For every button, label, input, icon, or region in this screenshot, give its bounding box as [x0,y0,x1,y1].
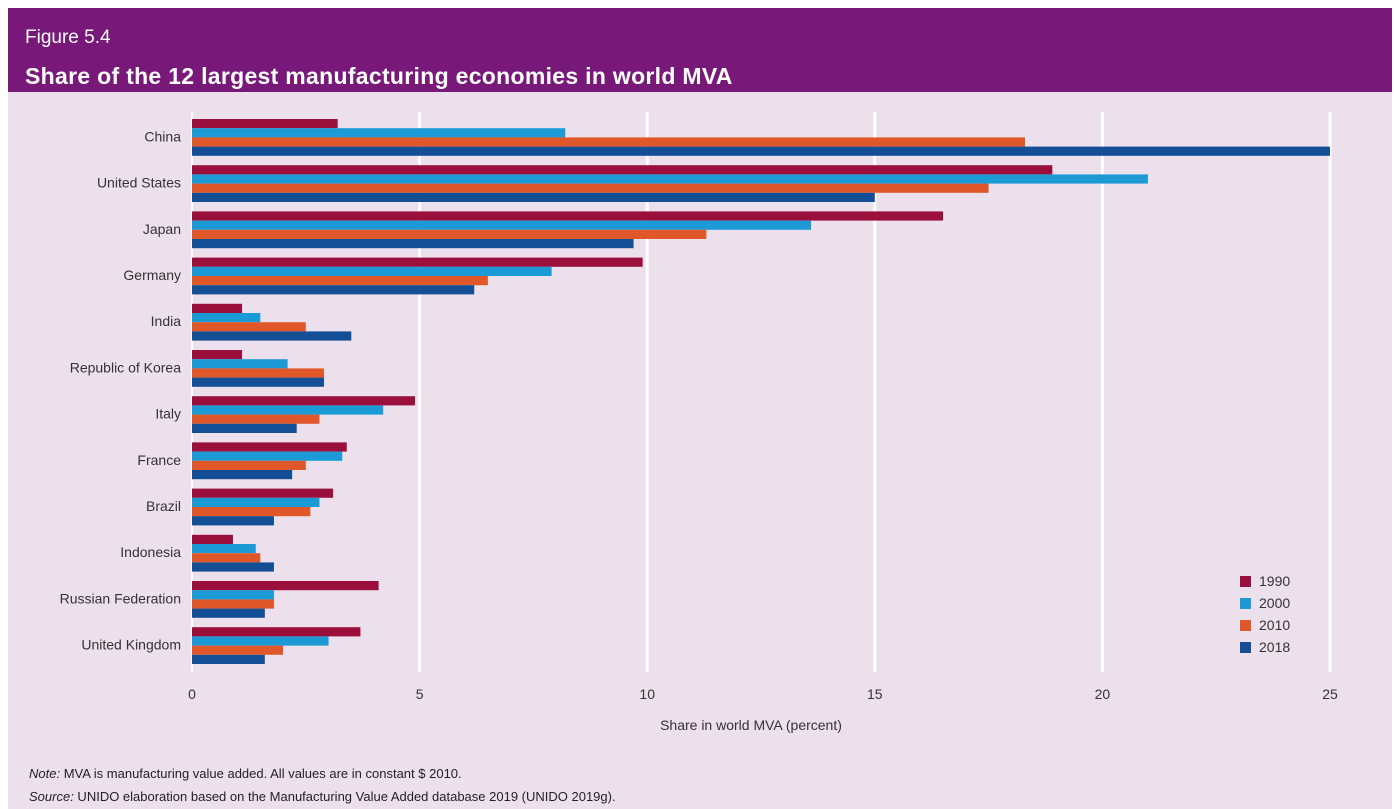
bar-russian-federation-2010 [192,599,274,609]
bar-germany-2010 [192,276,488,286]
legend-label: 2000 [1259,595,1290,611]
bar-united-states-2000 [192,174,1148,184]
category-label: Italy [155,406,181,422]
category-label: United States [97,175,181,191]
note-text: MVA is manufacturing value added. All va… [60,766,462,781]
x-tick-label: 25 [1322,686,1338,702]
category-label: Indonesia [120,544,181,560]
bar-germany-2000 [192,266,552,276]
bar-france-2010 [192,460,306,470]
bar-republic-of-korea-1990 [192,350,243,360]
bar-france-2018 [192,470,293,480]
bar-united-kingdom-2018 [192,654,265,664]
bar-japan-2018 [192,239,634,249]
bar-indonesia-2000 [192,544,256,554]
category-label: Japan [143,221,181,237]
figure-label: Figure 5.4 [25,27,111,48]
legend-swatch [1240,598,1251,609]
category-label: Russian Federation [60,590,181,606]
legend-label: 2018 [1259,639,1290,655]
bar-brazil-2000 [192,497,320,507]
bar-united-states-2018 [192,192,875,202]
x-tick-label: 0 [188,686,196,702]
category-label: Republic of Korea [70,359,182,375]
bar-china-2000 [192,128,566,138]
bar-japan-1990 [192,211,944,221]
source-line: Source: UNIDO elaboration based on the M… [29,789,616,804]
category-label: China [144,128,181,144]
category-label: Brazil [146,498,181,514]
bar-brazil-2010 [192,507,311,517]
category-label: Germany [123,267,181,283]
x-tick-label: 15 [867,686,883,702]
x-tick-label: 10 [639,686,655,702]
bar-france-1990 [192,442,347,452]
legend-label: 1990 [1259,573,1290,589]
figure-header: Figure 5.4 Share of the 12 largest manuf… [8,8,1392,92]
bar-chart: China United States Japan Germany India Repub… [60,112,1338,733]
source-label: Source: [29,789,74,804]
bar-republic-of-korea-2010 [192,368,325,378]
bar-republic-of-korea-2000 [192,359,288,369]
bar-russian-federation-2000 [192,590,274,600]
bar-indonesia-2010 [192,553,261,563]
bar-france-2000 [192,451,343,461]
x-tick-label: 20 [1095,686,1111,702]
bar-china-2018 [192,146,1330,156]
bar-indonesia-2018 [192,562,274,572]
bar-india-2010 [192,322,306,332]
bar-russian-federation-2018 [192,608,265,618]
legend-swatch [1240,576,1251,587]
figure-title: Share of the 12 largest manufacturing ec… [25,63,733,89]
legend-swatch [1240,642,1251,653]
chart-panel: China United States Japan Germany India Repub… [8,92,1392,809]
bar-united-states-1990 [192,165,1053,175]
legend-swatch [1240,620,1251,631]
bar-india-1990 [192,303,243,313]
bar-india-2000 [192,313,261,323]
bar-china-1990 [192,119,338,129]
bar-china-2010 [192,137,1026,147]
category-label: United Kingdom [81,637,181,653]
x-axis-title: Share in world MVA (percent) [660,717,842,733]
bar-italy-1990 [192,396,416,406]
legend-label: 2010 [1259,617,1290,633]
bar-italy-2000 [192,405,384,415]
category-label: France [137,452,181,468]
bar-united-kingdom-2010 [192,645,284,655]
bar-italy-2010 [192,414,320,424]
bar-germany-1990 [192,257,643,267]
bar-germany-2018 [192,285,475,295]
bar-japan-2000 [192,220,812,230]
x-tick-label: 5 [416,686,424,702]
category-label: India [151,313,182,329]
note-line: Note: MVA is manufacturing value added. … [29,766,462,781]
bar-united-kingdom-2000 [192,636,329,646]
bar-italy-2018 [192,423,297,433]
note-label: Note: [29,766,61,781]
bar-republic-of-korea-2018 [192,377,325,387]
bar-united-states-2010 [192,183,989,193]
source-text: UNIDO elaboration based on the Manufactu… [73,789,616,804]
bar-indonesia-1990 [192,534,233,544]
bar-brazil-2018 [192,516,274,526]
bar-japan-2010 [192,229,707,239]
bar-brazil-1990 [192,488,334,498]
bar-russian-federation-1990 [192,581,379,591]
bar-india-2018 [192,331,352,341]
bar-united-kingdom-1990 [192,627,361,637]
